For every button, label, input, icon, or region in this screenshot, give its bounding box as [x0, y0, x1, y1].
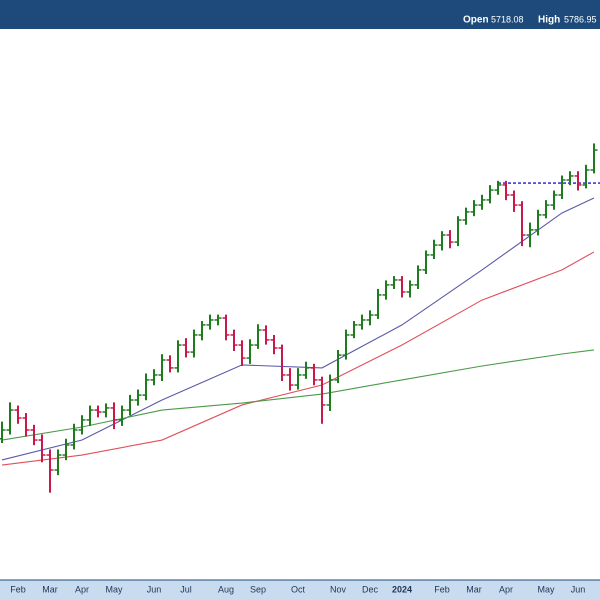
- x-tick-label: May: [537, 584, 555, 594]
- x-tick-label: Jun: [147, 584, 162, 594]
- x-tick-label: Aug: [218, 584, 234, 594]
- x-tick-label: May: [105, 584, 123, 594]
- x-tick-label: Nov: [330, 584, 347, 594]
- header-value: 5786.95: [564, 14, 597, 24]
- x-tick-label: Apr: [499, 584, 513, 594]
- x-tick-label: Apr: [75, 584, 89, 594]
- x-tick-label: Mar: [42, 584, 58, 594]
- x-tick-label: Jul: [180, 584, 192, 594]
- x-tick-label: Oct: [291, 584, 306, 594]
- header-label: Open: [463, 15, 489, 26]
- x-tick-label: Dec: [362, 584, 379, 594]
- x-tick-label: Mar: [466, 584, 482, 594]
- x-tick-label: 2024: [392, 584, 412, 594]
- header-label: High: [538, 15, 560, 26]
- average-line: [1, 197, 595, 461]
- x-tick-label: Sep: [250, 584, 266, 594]
- x-tick-label: Jun: [571, 584, 586, 594]
- x-tick-label: Feb: [10, 584, 26, 594]
- x-tick-label: Feb: [434, 584, 450, 594]
- header-bar: [0, 0, 600, 29]
- x-axis-band: [0, 580, 600, 600]
- header-value: 5718.08: [491, 14, 524, 24]
